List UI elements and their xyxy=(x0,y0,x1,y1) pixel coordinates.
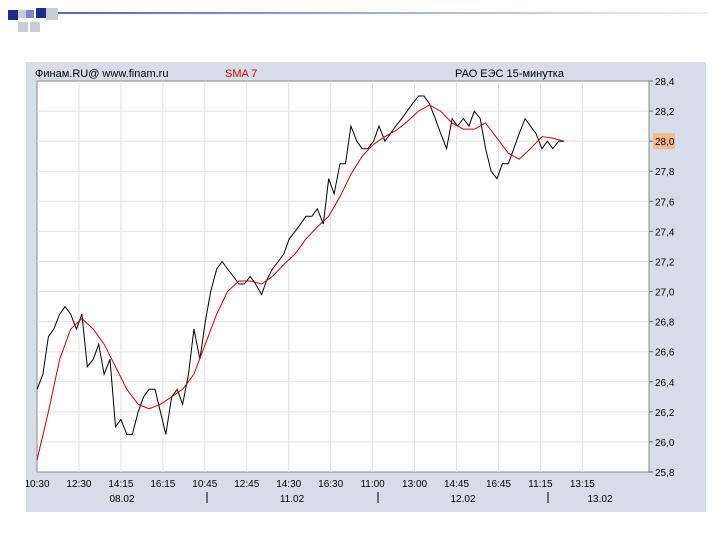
y-tick-label: 26,2 xyxy=(655,408,675,419)
x-tick-label: 16:45 xyxy=(486,479,511,490)
chart-panel: Финам.RU@ www.finam.ru SMA 7 РАО ЕЭС 15-… xyxy=(26,62,706,512)
date-label: 13.02 xyxy=(587,494,612,505)
decor-square-gray-4 xyxy=(30,22,40,32)
date-label: 11.02 xyxy=(280,494,305,505)
chart-title: РАО ЕЭС 15-минутка xyxy=(455,68,564,80)
y-tick-label: 26,0 xyxy=(655,438,675,449)
x-tick-label: 10:45 xyxy=(192,479,217,490)
x-tick-label: 11:15 xyxy=(528,479,553,490)
decor-square-blue-1 xyxy=(26,10,34,18)
y-tick-label: 27,4 xyxy=(655,227,675,238)
date-label: 08.02 xyxy=(109,494,134,505)
y-tick-label: 27,0 xyxy=(655,288,675,299)
price-chart: 28,4 28,2 28,0 27,8 27,6 27,4 27,2 27,0 26,8 26,6… xyxy=(26,77,675,505)
x-tick-label: 14:45 xyxy=(444,479,469,490)
y-tick-label: 26,8 xyxy=(655,318,675,329)
x-tick-label: 14:15 xyxy=(108,479,133,490)
x-tick-label: 13:00 xyxy=(402,479,427,490)
x-axis: 10:30 12:30 14:15 16:15 10:45 12:45 14:30 16:30… xyxy=(26,479,613,505)
current-price-marker xyxy=(653,133,675,150)
decor-square-navy-1 xyxy=(8,10,18,20)
x-tick-label: 13:15 xyxy=(570,479,595,490)
y-tick-label: 27,8 xyxy=(655,167,675,178)
decor-square-navy-2 xyxy=(36,8,46,18)
y-tick-label: 25,8 xyxy=(655,468,675,479)
decor-square-gray-3 xyxy=(18,22,28,32)
indicator-label: SMA 7 xyxy=(225,68,258,80)
x-tick-label: 12:45 xyxy=(234,479,259,490)
series-group xyxy=(36,95,565,461)
decor-square-gray-2 xyxy=(46,8,58,20)
y-tick-label: 27,2 xyxy=(655,257,675,268)
y-tick-label: 28,2 xyxy=(655,107,675,118)
decor-square-gray-1 xyxy=(18,10,26,18)
source-label: Финам.RU@ www.finam.ru xyxy=(35,68,169,80)
y-axis: 28,4 28,2 28,0 27,8 27,6 27,4 27,2 27,0 26,8 26,6… xyxy=(649,77,675,479)
x-tick-label: 14:30 xyxy=(276,479,301,490)
x-tick-label: 16:30 xyxy=(318,479,343,490)
y-tick-label: 26,6 xyxy=(655,348,675,359)
decor-gradient-bar xyxy=(58,12,708,14)
y-tick-label: 27,6 xyxy=(655,197,675,208)
y-tick-label: 28,0 xyxy=(655,137,675,148)
date-label: 12.02 xyxy=(450,494,475,505)
x-tick-label: 10:30 xyxy=(26,479,50,490)
sma-line xyxy=(36,104,565,461)
x-tick-label: 16:15 xyxy=(150,479,175,490)
y-tick-label: 28,4 xyxy=(655,77,675,88)
x-tick-label: 12:30 xyxy=(66,479,91,490)
plot-area xyxy=(36,80,650,473)
x-tick-label: 11:00 xyxy=(360,479,385,490)
y-tick-label: 26,4 xyxy=(655,378,675,389)
price-line xyxy=(36,95,565,435)
